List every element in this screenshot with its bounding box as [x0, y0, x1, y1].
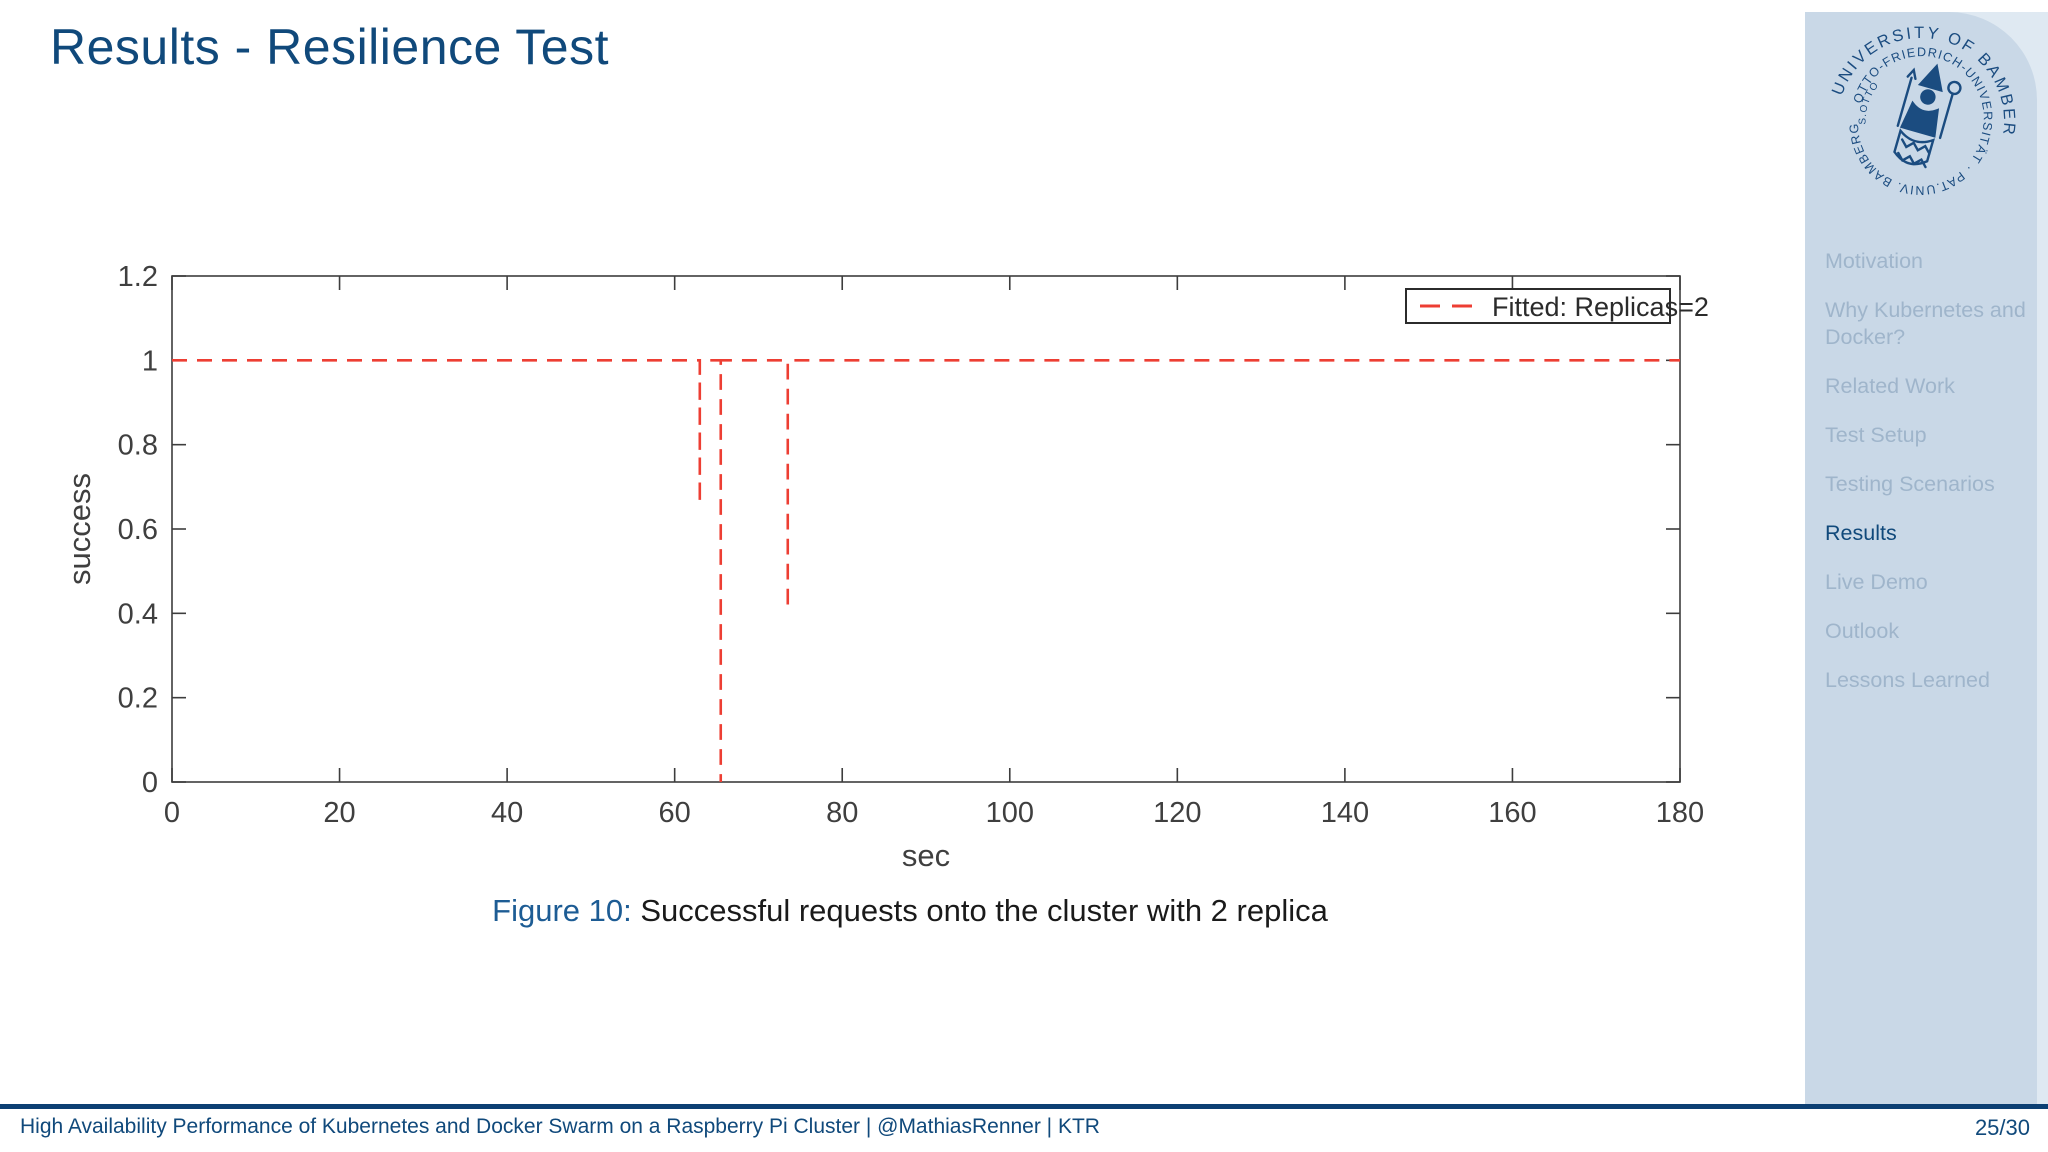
footer-title: High Availability Performance of Kuberne… [20, 1115, 1100, 1138]
sidebar-item-related-work[interactable]: Related Work [1825, 374, 1955, 398]
y-axis-label: success [62, 473, 97, 585]
x-tick-label: 140 [1321, 797, 1369, 829]
y-tick-label: 0.6 [118, 514, 158, 546]
figure-caption: Figure 10: Successful requests onto the … [60, 893, 1760, 929]
resilience-chart: 0 20 40 60 80 100 120 140 160 180 0 0.2 0.4 0.6 0.8 1 1.… [62, 261, 1709, 873]
sidebar-item-outlook[interactable]: Outlook [1825, 619, 1900, 643]
x-tick-label: 60 [659, 797, 691, 829]
sidebar-panel [1805, 12, 2037, 1106]
sidebar-item-results[interactable]: Results [1825, 521, 1897, 545]
legend-box [1405, 288, 1671, 324]
x-axis-label: sec [902, 838, 950, 873]
sidebar-item-testing-scenarios[interactable]: Testing Scenarios [1825, 472, 1995, 496]
sidebar-item-test-setup[interactable]: Test Setup [1825, 423, 1927, 447]
series-fitted-replicas-2 [172, 359, 1680, 782]
y-tick-label: 1.2 [118, 261, 158, 293]
figure-caption-text: Successful requests onto the cluster wit… [631, 893, 1328, 928]
university-logo-icon: UNIVERSITY OF BAMBERG OTTO-FRIEDRICH-UNI… [1812, 12, 2030, 215]
y-tick-label: 0 [142, 767, 158, 799]
figure-caption-label: Figure 10: [492, 893, 632, 928]
footer-separator [0, 1104, 2048, 1109]
sidebar-nav: Motivation Why Kubernetes and Docker? Rela… [1825, 248, 2040, 716]
x-tick-label: 120 [1153, 797, 1201, 829]
y-tick-label: 1 [142, 345, 158, 377]
legend: Fitted: Replicas=2 [1405, 288, 1709, 324]
page-title: Results - Resilience Test [50, 19, 610, 75]
sidebar-item-lessons-learned[interactable]: Lessons Learned [1825, 668, 1990, 692]
x-tick-label: 80 [826, 797, 858, 829]
sidebar-item-why-kubernetes-and-docker[interactable]: Why Kubernetes and Docker? [1825, 298, 2026, 349]
y-tick-label: 0.2 [118, 683, 158, 715]
x-tick-label: 0 [164, 797, 180, 829]
chart-area: 0 20 40 60 80 100 120 140 160 180 0 0.2 0.4 0.6 0.8 1 1.… [60, 248, 1760, 893]
y-tick-label: 0.8 [118, 430, 158, 462]
x-tick-label: 100 [986, 797, 1034, 829]
plot-border [171, 275, 1681, 783]
sidebar-item-motivation[interactable]: Motivation [1825, 249, 1923, 273]
legend-label: Fitted: Replicas=2 [1492, 292, 1709, 322]
x-tick-label: 160 [1488, 797, 1536, 829]
x-tick-label: 40 [491, 797, 523, 829]
page-number: 25/30 [1974, 1115, 2030, 1140]
sidebar-item-live-demo[interactable]: Live Demo [1825, 570, 1928, 594]
y-tick-label: 0.4 [118, 598, 158, 630]
x-tick-label: 20 [323, 797, 355, 829]
x-tick-label: 180 [1656, 797, 1704, 829]
